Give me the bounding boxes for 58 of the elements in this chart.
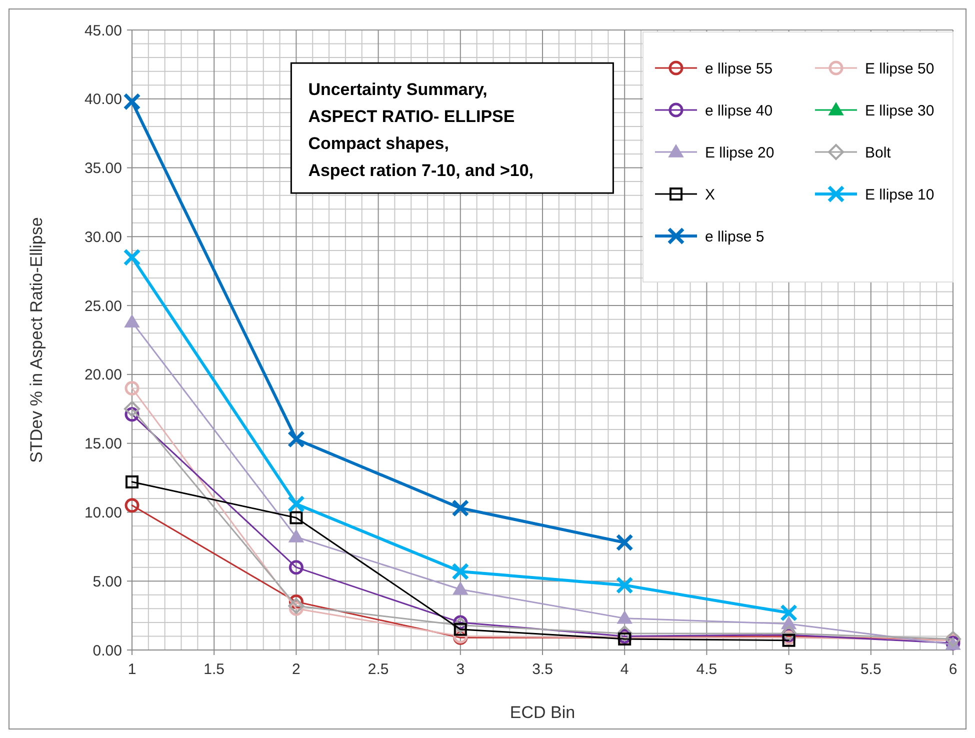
point (287, 495, 305, 513)
x-tick-label: 4 (620, 661, 629, 678)
legend-label: e llipse 40 (705, 102, 773, 120)
x-tick-label: 2.5 (368, 661, 389, 678)
annotation: Uncertainty Summary, (308, 80, 488, 100)
legend-label: E llipse 10 (865, 186, 934, 204)
point (616, 534, 634, 552)
legend-label: e llipse 55 (705, 60, 773, 78)
point (288, 560, 304, 575)
x-tick-label: 1 (128, 661, 136, 678)
y-tick-label: 45.00 (84, 22, 122, 40)
point (126, 475, 138, 488)
legend-label: Bolt (865, 144, 892, 162)
y-tick-label: 25.00 (84, 298, 122, 315)
point (616, 576, 634, 594)
y-tick-label: 40.00 (84, 91, 122, 108)
point (452, 562, 470, 580)
legend-label: e llipse 5 (705, 228, 764, 246)
annotation: ASPECT RATIO- ELLIPSE (308, 107, 515, 126)
legend-label: E llipse 30 (865, 102, 934, 120)
y-tick-label: 0.00 (92, 642, 122, 660)
point (124, 400, 140, 417)
point (124, 380, 140, 396)
point (780, 604, 798, 622)
legend-label: E llipse 20 (705, 144, 774, 162)
point (616, 625, 633, 642)
legend-label: E llipse 50 (865, 60, 934, 78)
y-tick-label: 35.00 (84, 160, 122, 178)
point (123, 92, 141, 110)
point (290, 511, 303, 524)
point (288, 598, 304, 614)
annotation: Compact shapes, (308, 134, 449, 154)
y-tick-label: 10.00 (84, 504, 122, 522)
y-tick-label: 15.00 (84, 436, 122, 453)
y-axis-title: STDev % in Aspect Ratio-Ellipse (27, 217, 46, 463)
point (124, 314, 140, 328)
point (124, 498, 140, 513)
legend-label: X (705, 186, 716, 204)
point (617, 610, 632, 624)
x-axis-title: ECD Bin (510, 703, 576, 722)
x-tick-label: 6 (948, 661, 958, 678)
point (288, 530, 304, 542)
x-tick-label: 3 (456, 661, 465, 678)
x-tick-label: 1.5 (204, 661, 225, 678)
y-tick-label: 30.00 (84, 228, 122, 246)
x-tick-label: 5.5 (860, 661, 882, 678)
x-tick-label: 4.5 (696, 661, 718, 678)
point (452, 499, 470, 517)
x-tick-label: 2 (292, 661, 300, 678)
point (287, 430, 305, 448)
annotation: Aspect ration 7-10, and >10, (308, 161, 534, 180)
y-tick-label: 5.00 (92, 573, 122, 590)
x-tick-label: 3.5 (532, 661, 553, 678)
y-tick-label: 20.00 (84, 366, 122, 384)
point (452, 582, 468, 595)
x-tick-label: 5 (784, 661, 793, 678)
point (452, 617, 468, 634)
point (123, 248, 141, 266)
